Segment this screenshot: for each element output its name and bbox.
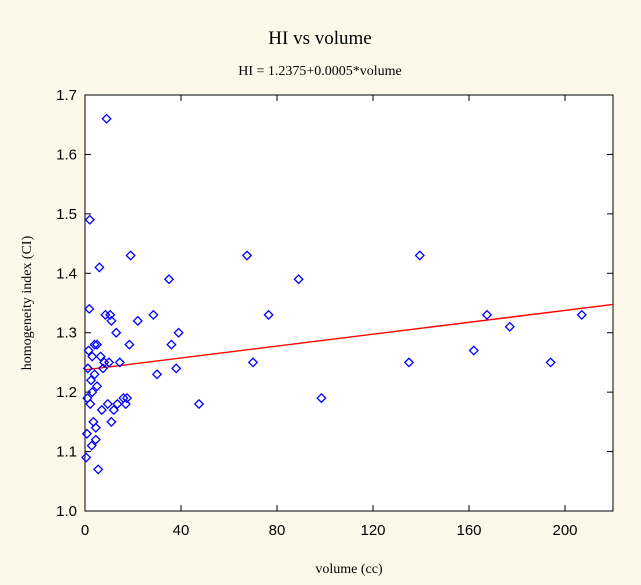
data-point (414, 250, 425, 261)
data-point (81, 452, 92, 463)
data-point (403, 357, 415, 368)
data-point (86, 440, 97, 451)
chart-title: HI vs volume (268, 28, 371, 49)
data-point (151, 369, 163, 380)
data-point (87, 387, 98, 398)
data-point (111, 327, 122, 338)
data-point (316, 392, 327, 404)
data-point (96, 404, 107, 416)
x-axis-label: volume (cc) (315, 562, 383, 577)
data-point (148, 309, 159, 321)
y-tick-label: 1.2 (56, 384, 77, 401)
data-point (132, 315, 143, 326)
data-point (95, 351, 106, 362)
data-point (263, 309, 274, 321)
x-tick-label: 0 (81, 522, 89, 539)
y-tick-label: 1.7 (56, 87, 77, 104)
x-tick-label: 120 (360, 522, 385, 539)
data-point (85, 398, 96, 410)
data-point (124, 339, 135, 350)
data-point (93, 464, 104, 475)
data-points (81, 113, 587, 475)
data-point (125, 250, 136, 261)
data-point (166, 339, 177, 350)
data-point (481, 309, 493, 321)
data-point (106, 315, 117, 326)
y-tick-label: 1.5 (56, 206, 77, 223)
data-point (114, 357, 125, 368)
data-point (108, 404, 119, 416)
data-point (576, 309, 587, 321)
data-point (89, 369, 100, 380)
data-point (87, 351, 98, 362)
data-point (163, 274, 175, 285)
y-tick-label: 1.6 (56, 146, 77, 163)
data-point (173, 327, 184, 338)
data-point (468, 345, 479, 356)
data-point (120, 398, 131, 410)
data-point (193, 398, 205, 410)
x-tick-label: 80 (269, 522, 286, 539)
y-axis-label: homogeneity index (CI) (20, 235, 35, 370)
regression-line (84, 303, 614, 371)
data-point (84, 214, 95, 225)
y-tick-label: 1.4 (56, 265, 77, 282)
data-point (101, 113, 112, 124)
data-point (85, 375, 97, 386)
data-point (241, 250, 253, 261)
data-point (121, 392, 133, 404)
y-tick-label: 1.0 (56, 503, 77, 520)
data-point (106, 416, 117, 427)
data-point (103, 357, 115, 368)
data-point (97, 363, 109, 374)
data-point (94, 262, 105, 273)
data-point (293, 274, 304, 285)
data-point (102, 398, 113, 410)
data-point (112, 398, 123, 410)
x-tick-label: 200 (552, 522, 577, 539)
plot-area (84, 94, 614, 512)
data-point (82, 363, 93, 374)
data-point (105, 309, 116, 321)
x-axis: 0 40 80 120 160 200 (81, 95, 578, 539)
data-point (91, 339, 103, 350)
data-point (89, 339, 100, 350)
y-tick-label: 1.1 (56, 444, 77, 461)
data-point (83, 345, 94, 356)
data-point (81, 428, 93, 439)
data-point (90, 434, 101, 445)
y-axis: 1.0 1.1 1.2 1.3 1.4 1.5 1.6 1.7 (56, 87, 613, 520)
data-point (171, 363, 182, 374)
data-point (545, 357, 556, 368)
chart-subtitle: HI = 1.2375+0.0005*volume (238, 64, 402, 79)
data-point (91, 381, 103, 392)
x-tick-label: 160 (456, 522, 481, 539)
data-point (247, 357, 259, 368)
data-point (90, 422, 101, 433)
data-point (84, 303, 95, 315)
x-tick-label: 40 (173, 522, 190, 539)
data-point (504, 321, 515, 332)
y-tick-label: 1.3 (56, 325, 77, 342)
